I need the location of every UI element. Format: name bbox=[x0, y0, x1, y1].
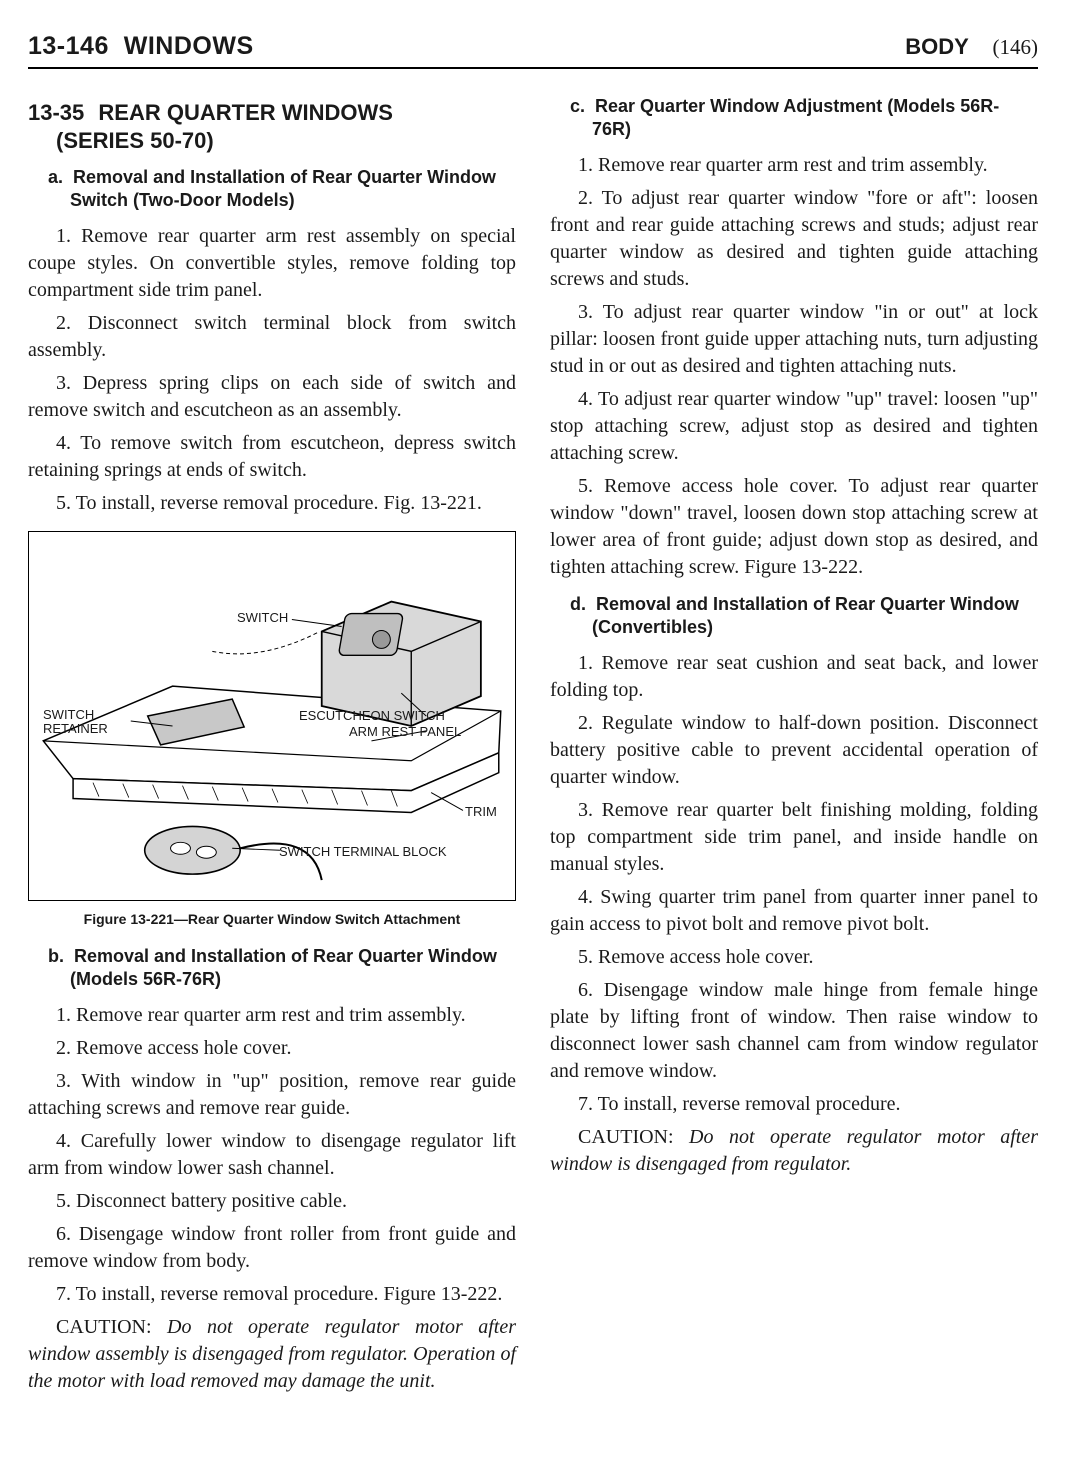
step-a4: 4. To remove switch from escutcheon, dep… bbox=[28, 430, 516, 484]
subsection-c-letter: c. bbox=[570, 96, 585, 116]
manual-page: 13-146 WINDOWS BODY (146) 13-35 REAR QUA… bbox=[0, 0, 1078, 1480]
step-d2: 2. Regulate window to half-down position… bbox=[550, 710, 1038, 791]
section-title: 13-35 REAR QUARTER WINDOWS (SERIES 50-70… bbox=[56, 99, 516, 154]
section-title-l2: (SERIES 50-70) bbox=[56, 128, 214, 153]
header-right: BODY (146) bbox=[905, 34, 1038, 60]
step-b1: 1. Remove rear quarter arm rest and trim… bbox=[28, 1002, 516, 1029]
caution-d: CAUTION: Do not operate regulator motor … bbox=[550, 1124, 1038, 1178]
fig-label-trim: TRIM bbox=[465, 804, 497, 819]
subsection-b-title: b. Removal and Installation of Rear Quar… bbox=[70, 945, 516, 992]
step-d4: 4. Swing quarter trim panel from quarter… bbox=[550, 884, 1038, 938]
step-d1: 1. Remove rear seat cushion and seat bac… bbox=[550, 650, 1038, 704]
step-a1: 1. Remove rear quarter arm rest assembly… bbox=[28, 223, 516, 304]
subsection-a-title: a. Removal and Installation of Rear Quar… bbox=[70, 166, 516, 213]
subsection-c-title: c. Rear Quarter Window Adjustment (Model… bbox=[592, 95, 1038, 142]
fig-label-retainer: SWITCH RETAINER bbox=[43, 708, 108, 737]
step-a5: 5. To install, reverse removal procedure… bbox=[28, 490, 516, 517]
step-c4: 4. To adjust rear quarter window "up" tr… bbox=[550, 386, 1038, 467]
subsection-a-text: Removal and Installation of Rear Quarter… bbox=[70, 167, 496, 210]
subsection-c-text: Rear Quarter Window Adjustment (Models 5… bbox=[592, 96, 999, 139]
header-left: 13-146 WINDOWS bbox=[28, 32, 254, 61]
step-d6: 6. Disengage window male hinge from fema… bbox=[550, 977, 1038, 1085]
header-right-word: BODY bbox=[905, 34, 968, 59]
step-d3: 3. Remove rear quarter belt finishing mo… bbox=[550, 797, 1038, 878]
subsection-d-title: d. Removal and Installation of Rear Quar… bbox=[592, 593, 1038, 640]
subsection-d-text: Removal and Installation of Rear Quarter… bbox=[592, 594, 1019, 637]
header-page-paren: (146) bbox=[993, 35, 1039, 59]
section-number: 13-35 bbox=[28, 100, 84, 125]
subsection-d-letter: d. bbox=[570, 594, 586, 614]
step-c3: 3. To adjust rear quarter window "in or … bbox=[550, 299, 1038, 380]
step-d5: 5. Remove access hole cover. bbox=[550, 944, 1038, 971]
step-b6: 6. Disengage window front roller from fr… bbox=[28, 1221, 516, 1275]
step-c5: 5. Remove access hole cover. To adjust r… bbox=[550, 473, 1038, 581]
step-b3: 3. With window in "up" position, remove … bbox=[28, 1068, 516, 1122]
step-b4: 4. Carefully lower window to disengage r… bbox=[28, 1128, 516, 1182]
caution-d-lead: CAUTION: bbox=[578, 1126, 689, 1148]
subsection-a-letter: a. bbox=[48, 167, 63, 187]
figure-13-221: SWITCH SWITCH RETAINER ESCUTCHEON SWITCH… bbox=[28, 531, 516, 901]
fig-label-terminal: SWITCH TERMINAL BLOCK bbox=[279, 844, 447, 859]
fig-label-escutcheon: ESCUTCHEON SWITCH bbox=[299, 708, 445, 723]
subsection-b-text: Removal and Installation of Rear Quarter… bbox=[70, 946, 497, 989]
step-b2: 2. Remove access hole cover. bbox=[28, 1035, 516, 1062]
step-a2: 2. Disconnect switch terminal block from… bbox=[28, 310, 516, 364]
figure-caption: Figure 13-221—Rear Quarter Window Switch… bbox=[28, 911, 516, 927]
content-columns: 13-35 REAR QUARTER WINDOWS (SERIES 50-70… bbox=[28, 95, 1038, 1445]
fig-label-switch: SWITCH bbox=[237, 610, 288, 625]
step-c1: 1. Remove rear quarter arm rest and trim… bbox=[550, 152, 1038, 179]
header-section-word: WINDOWS bbox=[124, 32, 254, 60]
header-section-number: 13-146 bbox=[28, 32, 109, 60]
fig-label-armrest: ARM REST PANEL bbox=[349, 724, 461, 739]
section-title-l1: REAR QUARTER WINDOWS bbox=[98, 100, 393, 125]
page-header: 13-146 WINDOWS BODY (146) bbox=[28, 32, 1038, 69]
subsection-b-letter: b. bbox=[48, 946, 64, 966]
step-b7: 7. To install, reverse removal procedure… bbox=[28, 1281, 516, 1308]
step-c2: 2. To adjust rear quarter window "fore o… bbox=[550, 185, 1038, 293]
caution-b: CAUTION: Do not operate regulator motor … bbox=[28, 1314, 516, 1395]
step-d7: 7. To install, reverse removal procedure… bbox=[550, 1091, 1038, 1118]
caution-b-lead: CAUTION: bbox=[56, 1316, 167, 1338]
step-a3: 3. Depress spring clips on each side of … bbox=[28, 370, 516, 424]
step-b5: 5. Disconnect battery positive cable. bbox=[28, 1188, 516, 1215]
